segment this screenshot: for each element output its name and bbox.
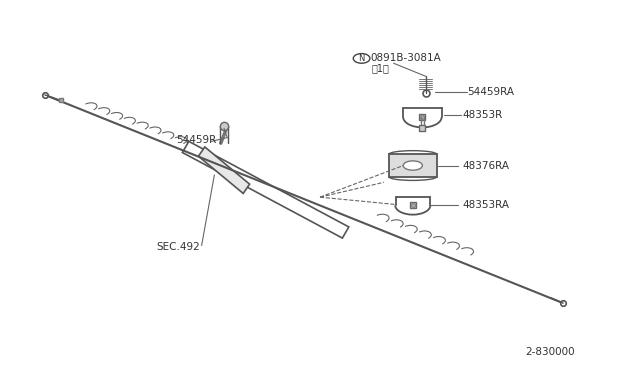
Text: N: N [358, 54, 365, 63]
Text: 0891B-3081A: 0891B-3081A [370, 54, 441, 63]
Text: SEC.492: SEC.492 [157, 243, 200, 252]
Text: （1）: （1） [371, 63, 389, 73]
Text: 48353R: 48353R [462, 110, 502, 120]
Polygon shape [198, 147, 250, 193]
Text: 48376RA: 48376RA [462, 161, 509, 170]
Ellipse shape [403, 161, 422, 170]
Text: 2-830000: 2-830000 [525, 347, 575, 356]
Text: 54459R: 54459R [176, 135, 216, 144]
Text: 48353RA: 48353RA [462, 201, 509, 210]
Text: 54459RA: 54459RA [467, 87, 514, 97]
Bar [389, 154, 436, 177]
